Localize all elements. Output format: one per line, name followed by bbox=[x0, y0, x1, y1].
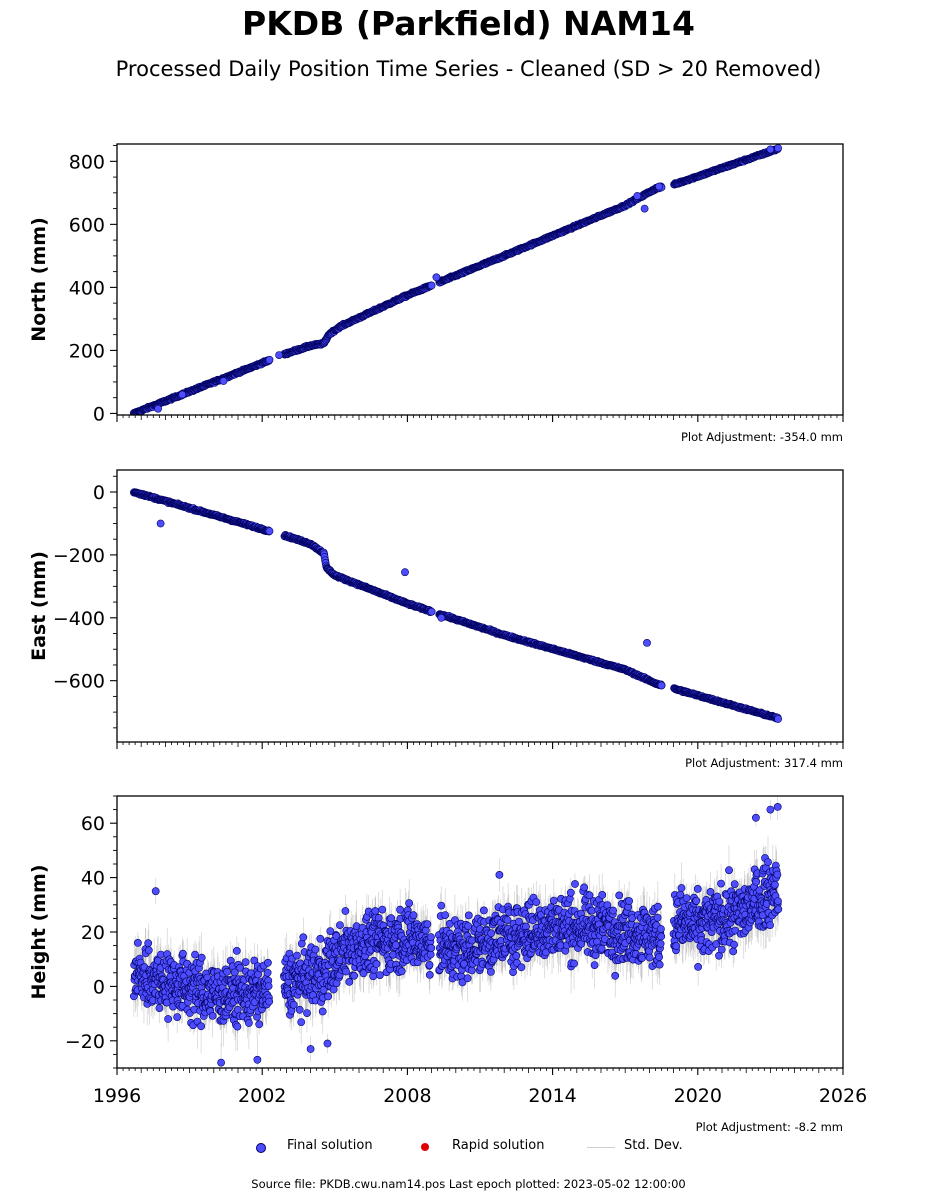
chart-title: PKDB (Parkfield) NAM14 bbox=[242, 4, 695, 43]
panel-north: 0 200 400 600 800 North (mm) bbox=[28, 143, 844, 425]
final-solution-point bbox=[178, 390, 187, 399]
final-solution-point bbox=[401, 568, 409, 577]
plot-frame bbox=[116, 469, 844, 743]
data-layer bbox=[129, 796, 783, 1068]
data-layer bbox=[130, 144, 782, 415]
final-solution-point bbox=[640, 204, 649, 213]
final-solution-point bbox=[774, 144, 782, 152]
final-solution-point bbox=[774, 715, 782, 723]
final-solution-point bbox=[219, 377, 228, 385]
final-solution-point bbox=[154, 404, 162, 413]
final-solution-point bbox=[427, 607, 436, 616]
y-tick-label: 0 bbox=[93, 482, 105, 504]
final-solution-point bbox=[156, 519, 165, 528]
final-solution-point bbox=[655, 182, 663, 191]
final-solution-point bbox=[657, 681, 666, 690]
y-tick-label: 0 bbox=[93, 403, 105, 425]
final-solution-point bbox=[265, 527, 274, 535]
final-solution-point bbox=[265, 355, 274, 364]
y-tick-label: 400 bbox=[69, 277, 105, 299]
final-solution-point bbox=[633, 192, 642, 200]
data-layer bbox=[129, 488, 782, 723]
y-axis-label: East (mm) bbox=[28, 551, 50, 661]
final-solution-point bbox=[766, 145, 775, 154]
final-solution-point bbox=[275, 351, 283, 359]
y-tick-label: 800 bbox=[69, 151, 105, 173]
y-tick-label: −400 bbox=[53, 608, 105, 630]
y-tick-label: 600 bbox=[69, 214, 105, 236]
final-solution-point bbox=[437, 613, 446, 622]
y-axis-label: North (mm) bbox=[28, 217, 50, 342]
y-tick-label: 200 bbox=[69, 340, 105, 362]
chart-subtitle: Processed Daily Position Time Series - C… bbox=[115, 57, 822, 81]
panel-east: −600 −400 −200 0 East (mm) bbox=[28, 469, 844, 749]
final-solution-point bbox=[643, 639, 651, 647]
final-solution-point bbox=[427, 281, 436, 290]
y-tick-label: −200 bbox=[53, 545, 105, 567]
final-solution-point bbox=[432, 273, 441, 282]
y-tick-label: −600 bbox=[53, 671, 105, 693]
